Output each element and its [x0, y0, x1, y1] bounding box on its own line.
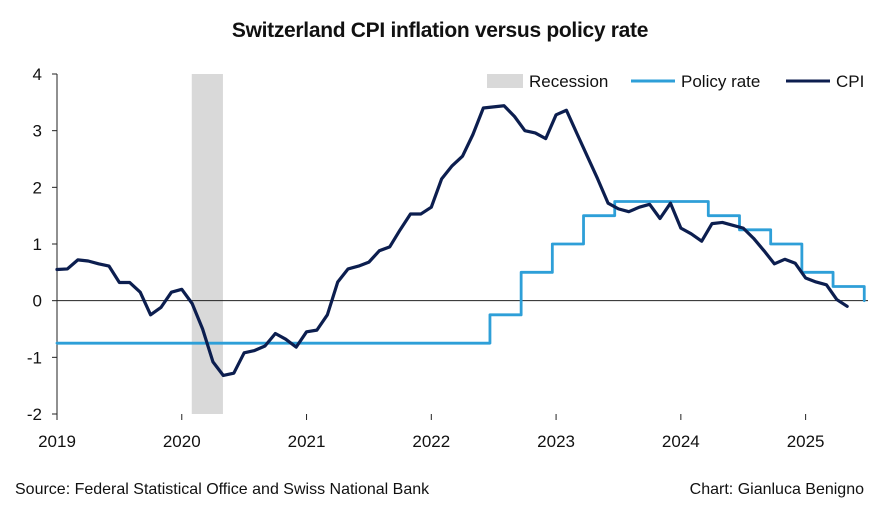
x-tick-label: 2019: [38, 432, 76, 451]
chart-title: Switzerland CPI inflation versus policy …: [231, 19, 649, 42]
legend-label-policy-rate: Policy rate: [681, 72, 760, 91]
legend-label-recession: Recession: [529, 72, 608, 91]
y-tick-label: 2: [33, 178, 42, 197]
source-note: Source: Federal Statistical Office and S…: [15, 481, 430, 498]
legend-label-cpi: CPI: [836, 72, 864, 91]
y-tick-label: 0: [33, 292, 42, 311]
y-tick-label: 1: [33, 235, 42, 254]
y-tick-label: -1: [27, 348, 42, 367]
y-tick-label: 4: [33, 65, 42, 84]
chart-credit: Chart: Gianluca Benigno: [689, 481, 864, 498]
cpi-line: [55, 104, 849, 378]
x-tick-label: 2024: [662, 432, 700, 451]
policy-rate-line: [55, 200, 866, 345]
y-tick-label: 3: [33, 122, 42, 141]
x-tick-label: 2025: [787, 432, 825, 451]
legend-swatch-recession: [487, 74, 523, 88]
y-tick-label: -2: [27, 405, 42, 424]
x-tick-label: 2022: [412, 432, 450, 451]
x-tick-label: 2023: [537, 432, 575, 451]
x-tick-label: 2021: [288, 432, 326, 451]
recession-band: [191, 74, 223, 414]
x-tick-label: 2020: [163, 432, 201, 451]
